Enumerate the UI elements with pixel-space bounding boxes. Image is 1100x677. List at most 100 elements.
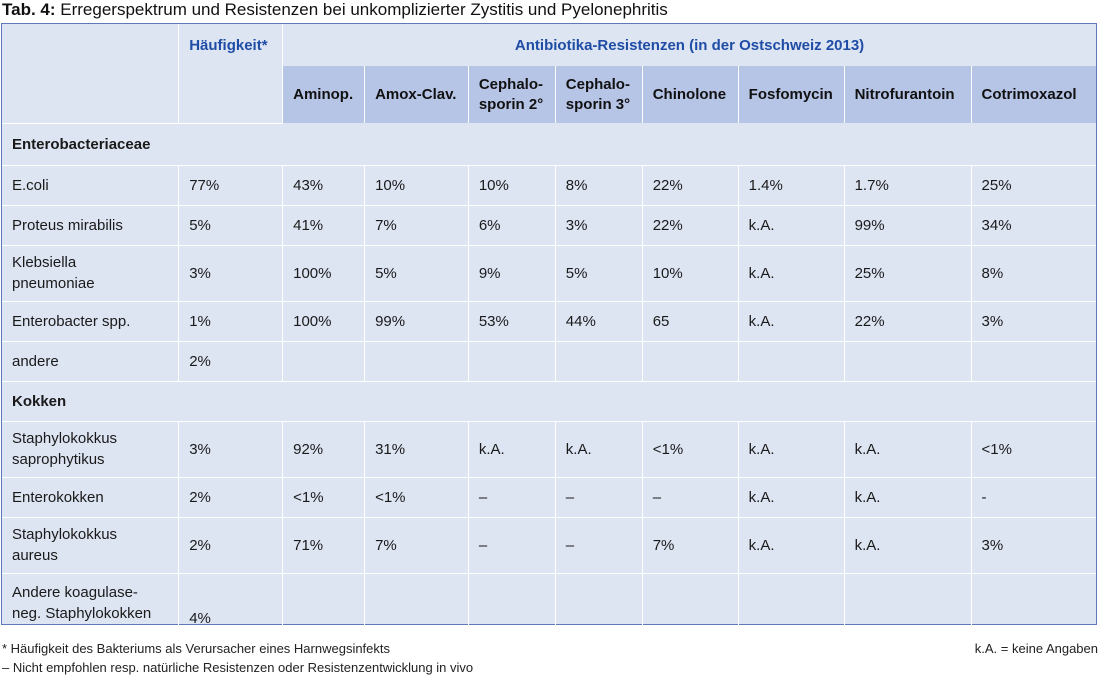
frequency-cell: 3% bbox=[178, 421, 283, 478]
footnote-frequency: * Häufigkeit des Bakteriums als Verursac… bbox=[2, 641, 391, 656]
resistance-cell: - bbox=[970, 477, 1096, 518]
resistance-cell: 7% bbox=[641, 517, 739, 574]
frequency-cell: 2% bbox=[178, 341, 283, 382]
resistance-cell: k.A. bbox=[737, 205, 845, 246]
resistance-cell bbox=[364, 573, 469, 632]
table-row: E.coli 77% 43% 10% 10% 8% 22% 1.4% 1.7% 25% bbox=[2, 165, 1096, 206]
table-row: Proteus mirabilis 5% 41% 7% 6% 3% 22% k.A. 99% 34… bbox=[2, 205, 1096, 246]
resistance-cell: 1.4% bbox=[737, 165, 845, 206]
resistance-cell bbox=[282, 341, 365, 382]
resistances-header: Antibiotika-Resistenzen (in der Ostschwe… bbox=[282, 24, 1096, 66]
table-row: Enterobacter spp. 1% 100% 99% 53% 44% 65 k.A. 22… bbox=[2, 301, 1096, 342]
resistance-cell: k.A. bbox=[843, 421, 972, 478]
organism-label: Staphylokokkus aureus bbox=[2, 517, 179, 574]
resistance-cell: <1% bbox=[282, 477, 365, 518]
resistance-cell bbox=[843, 573, 972, 632]
resistance-cell bbox=[843, 341, 972, 382]
resistance-cell bbox=[641, 341, 739, 382]
resistance-cell: k.A. bbox=[467, 421, 556, 478]
frequency-cell: 2% bbox=[178, 477, 283, 518]
header-row-top: Häufigkeit* Antibiotika-Resistenzen (in … bbox=[2, 24, 1096, 66]
antibiotic-header: Cotrimoxazol bbox=[970, 66, 1096, 123]
resistance-cell bbox=[970, 341, 1096, 382]
resistance-cell bbox=[737, 573, 845, 632]
section-row: Enterobacteriaceae bbox=[2, 123, 1096, 166]
resistance-cell: 22% bbox=[843, 301, 972, 342]
resistance-cell bbox=[364, 341, 469, 382]
resistance-cell: 10% bbox=[641, 245, 739, 302]
antibiotic-header: Chinolone bbox=[641, 66, 739, 123]
resistance-cell bbox=[737, 341, 845, 382]
resistance-cell: k.A. bbox=[737, 477, 845, 518]
resistance-cell: k.A. bbox=[554, 421, 643, 478]
resistance-cell: k.A. bbox=[737, 245, 845, 302]
resistance-table: Häufigkeit* Antibiotika-Resistenzen (in … bbox=[2, 24, 1096, 632]
resistance-cell: 99% bbox=[364, 301, 469, 342]
resistance-cell: 8% bbox=[970, 245, 1096, 302]
antibiotic-header: Cephalo- sporin 2° bbox=[467, 66, 556, 123]
antibiotic-header: Aminop. bbox=[282, 66, 365, 123]
resistance-cell: k.A. bbox=[843, 477, 972, 518]
header-empty-cell bbox=[2, 24, 179, 66]
resistance-cell: 1.7% bbox=[843, 165, 972, 206]
frequency-cell: 4% bbox=[178, 573, 283, 632]
frequency-cell: 77% bbox=[178, 165, 283, 206]
resistance-cell bbox=[554, 341, 643, 382]
resistance-cell: 10% bbox=[467, 165, 556, 206]
resistance-cell: k.A. bbox=[843, 517, 972, 574]
organism-label: Enterobacter spp. bbox=[2, 301, 179, 342]
resistance-cell: 99% bbox=[843, 205, 972, 246]
resistance-cell: 3% bbox=[554, 205, 643, 246]
resistance-cell: 34% bbox=[970, 205, 1096, 246]
resistance-cell: 31% bbox=[364, 421, 469, 478]
table-row: Klebsiella pneumoniae 3% 100% 5% 9% 5% 10% k.A.… bbox=[2, 245, 1096, 302]
resistance-cell: 41% bbox=[282, 205, 365, 246]
resistance-cell: 100% bbox=[282, 301, 365, 342]
organism-label: Proteus mirabilis bbox=[2, 205, 179, 246]
resistance-cell: 53% bbox=[467, 301, 556, 342]
table-row: Enterokokken 2% <1% <1% – – – k.A. k.A. - bbox=[2, 477, 1096, 518]
footnote-dash: – Nicht empfohlen resp. natürliche Resis… bbox=[2, 660, 474, 675]
resistance-cell: k.A. bbox=[737, 301, 845, 342]
resistance-cell: 8% bbox=[554, 165, 643, 206]
resistance-cell bbox=[970, 573, 1096, 632]
resistance-cell: – bbox=[467, 477, 556, 518]
resistance-cell: 5% bbox=[364, 245, 469, 302]
header-empty-cell bbox=[2, 66, 179, 124]
resistance-cell: 25% bbox=[970, 165, 1096, 206]
organism-label: Enterokokken bbox=[2, 477, 179, 518]
section-label: Kokken bbox=[2, 381, 1096, 422]
caption-text: Erregerspektrum und Resistenzen bei unko… bbox=[55, 0, 668, 19]
table-row: Staphylokokkus aureus 2% 71% 7% – –7% k.A. k.A.… bbox=[2, 517, 1096, 574]
organism-label: Staphylokokkus saprophytikus bbox=[2, 421, 179, 478]
resistance-cell: <1% bbox=[970, 421, 1096, 478]
resistance-cell bbox=[554, 573, 643, 632]
antibiotic-header: Nitrofurantoin bbox=[843, 66, 972, 123]
resistance-cell: k.A. bbox=[737, 517, 845, 574]
resistance-cell: 25% bbox=[843, 245, 972, 302]
section-label: Enterobacteriaceae bbox=[2, 123, 1096, 166]
resistance-cell: – bbox=[467, 517, 556, 574]
organism-label: Klebsiella pneumoniae bbox=[2, 245, 179, 302]
resistance-cell: <1% bbox=[641, 421, 739, 478]
resistance-cell bbox=[641, 573, 739, 632]
frequency-cell: 5% bbox=[178, 205, 283, 246]
caption-label: Tab. 4: bbox=[2, 0, 56, 19]
antibiotic-header: Amox-Clav. bbox=[364, 66, 469, 123]
resistance-cell: 3% bbox=[970, 301, 1096, 342]
resistance-cell: – bbox=[641, 477, 739, 518]
resistance-cell: 10% bbox=[364, 165, 469, 206]
frequency-header: Häufigkeit* bbox=[178, 24, 283, 66]
resistance-cell: 71% bbox=[282, 517, 365, 574]
table-row: andere 2% bbox=[2, 341, 1096, 382]
frequency-cell: 1% bbox=[178, 301, 283, 342]
resistance-cell: k.A. bbox=[737, 421, 845, 478]
resistance-cell: 43% bbox=[282, 165, 365, 206]
header-row-antibiotics: Aminop. Amox-Clav. Cephalo- sporin 2° Cepha… bbox=[2, 66, 1096, 124]
organism-label: andere bbox=[2, 341, 179, 382]
section-row: Kokken bbox=[2, 381, 1096, 422]
resistance-cell bbox=[282, 573, 365, 632]
organism-label: Andere koagulase- neg. Staphylokokken bbox=[12, 583, 152, 622]
resistance-cell bbox=[467, 573, 556, 632]
resistance-cell: – bbox=[554, 517, 643, 574]
